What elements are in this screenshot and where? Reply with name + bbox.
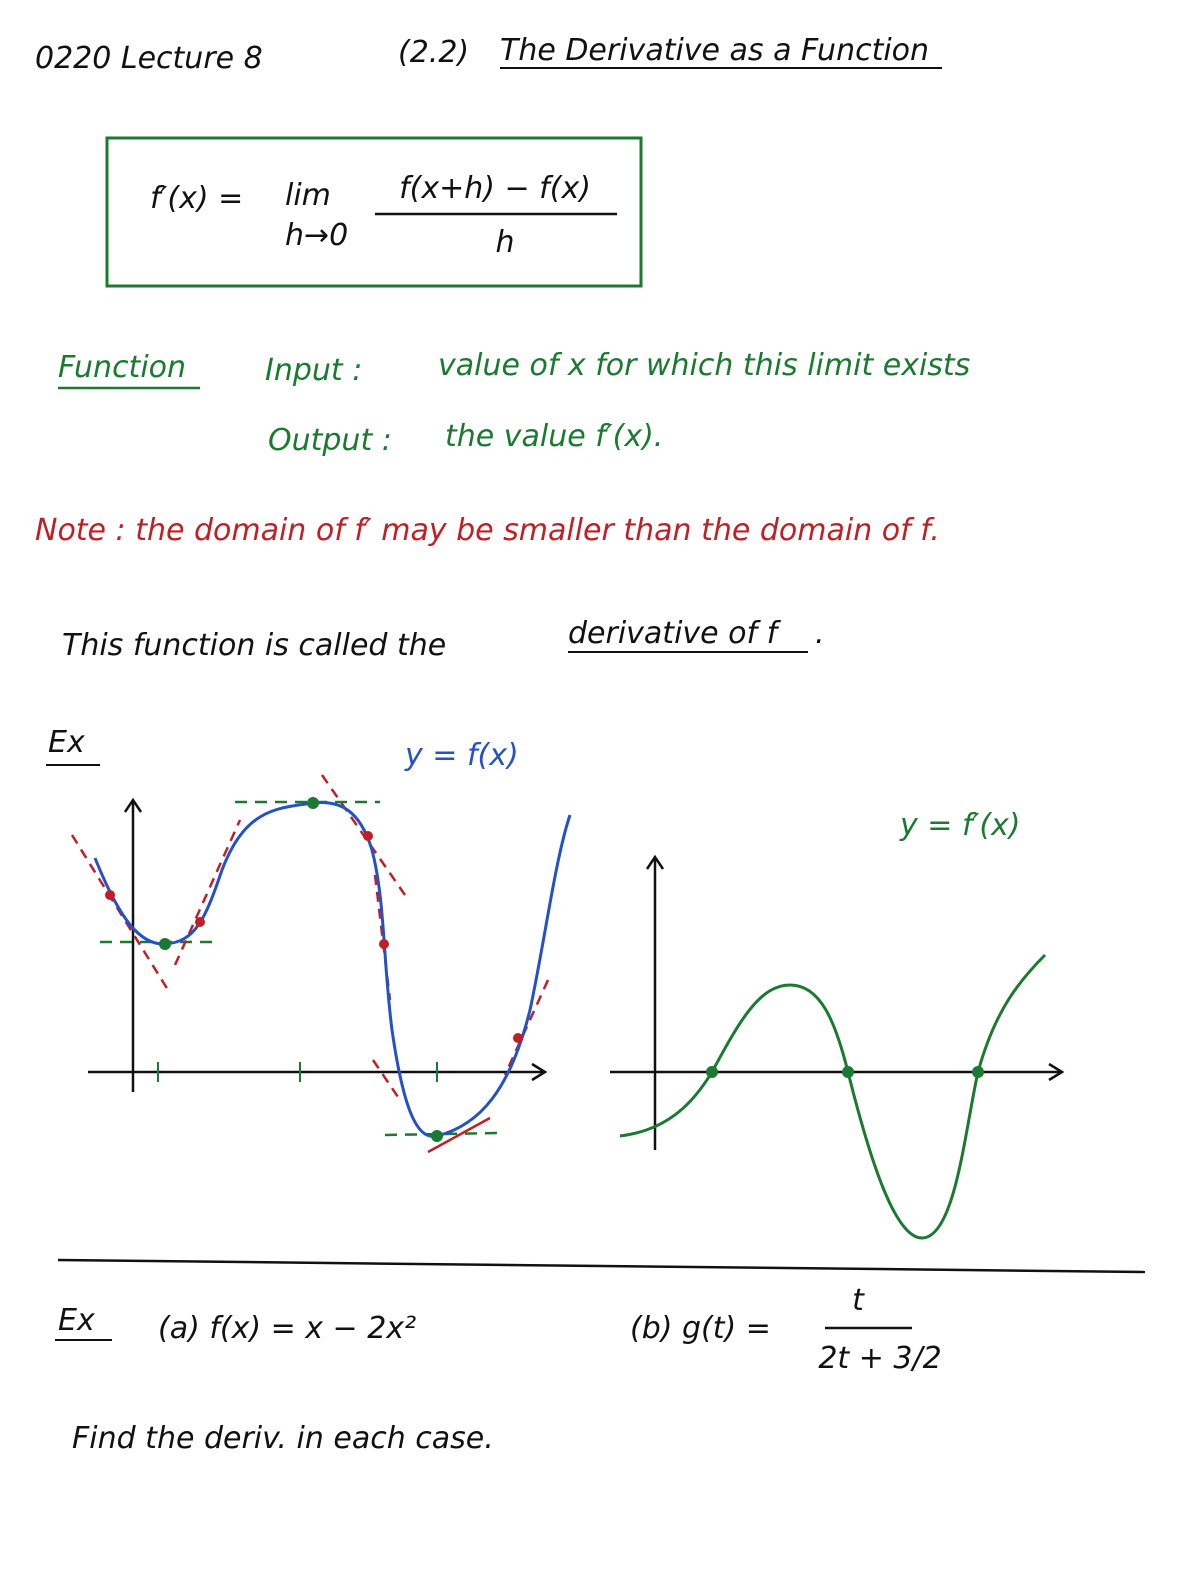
function-label: Function — [58, 350, 186, 385]
graph-fprime — [610, 854, 1065, 1240]
statement-text: This function is called the — [62, 628, 446, 663]
graph-f — [70, 774, 572, 1154]
statement-term: derivative of f — [568, 616, 782, 651]
title: The Derivative as a Function — [500, 33, 929, 68]
definition-limit-sub: h→0 — [285, 218, 348, 253]
part-b-numerator: t — [852, 1283, 865, 1318]
f-label: y = f(x) — [404, 738, 519, 773]
example2-label: Ex — [58, 1303, 95, 1338]
part-b: (b) g(t) = — [630, 1311, 771, 1346]
definition-denominator: h — [495, 225, 514, 260]
course: 0220 Lecture 8 — [35, 41, 263, 76]
definition-lim: lim — [285, 178, 331, 213]
part-a: (a) f(x) = x − 2x² — [158, 1311, 416, 1346]
part-b-denominator: 2t + 3/2 — [818, 1341, 941, 1376]
example1-label: Ex — [48, 725, 85, 760]
section: (2.2) — [398, 35, 469, 70]
fprime-label: y = f′(x) — [899, 808, 1021, 843]
divider — [57, 1258, 1146, 1274]
output-label: Output : — [268, 423, 392, 458]
definition-lhs: f′(x) = — [150, 181, 243, 216]
input-label: Input : — [265, 353, 362, 388]
statement-end: . — [815, 616, 825, 651]
input-text: value of x for which this limit exists — [438, 348, 970, 383]
definition-box — [105, 136, 643, 288]
output-text: the value f′(x). — [445, 419, 663, 454]
note: Note : the domain of f′ may be smaller t… — [35, 513, 940, 548]
definition-numerator: f(x+h) − f(x) — [399, 171, 591, 206]
instruction: Find the deriv. in each case. — [72, 1421, 494, 1456]
